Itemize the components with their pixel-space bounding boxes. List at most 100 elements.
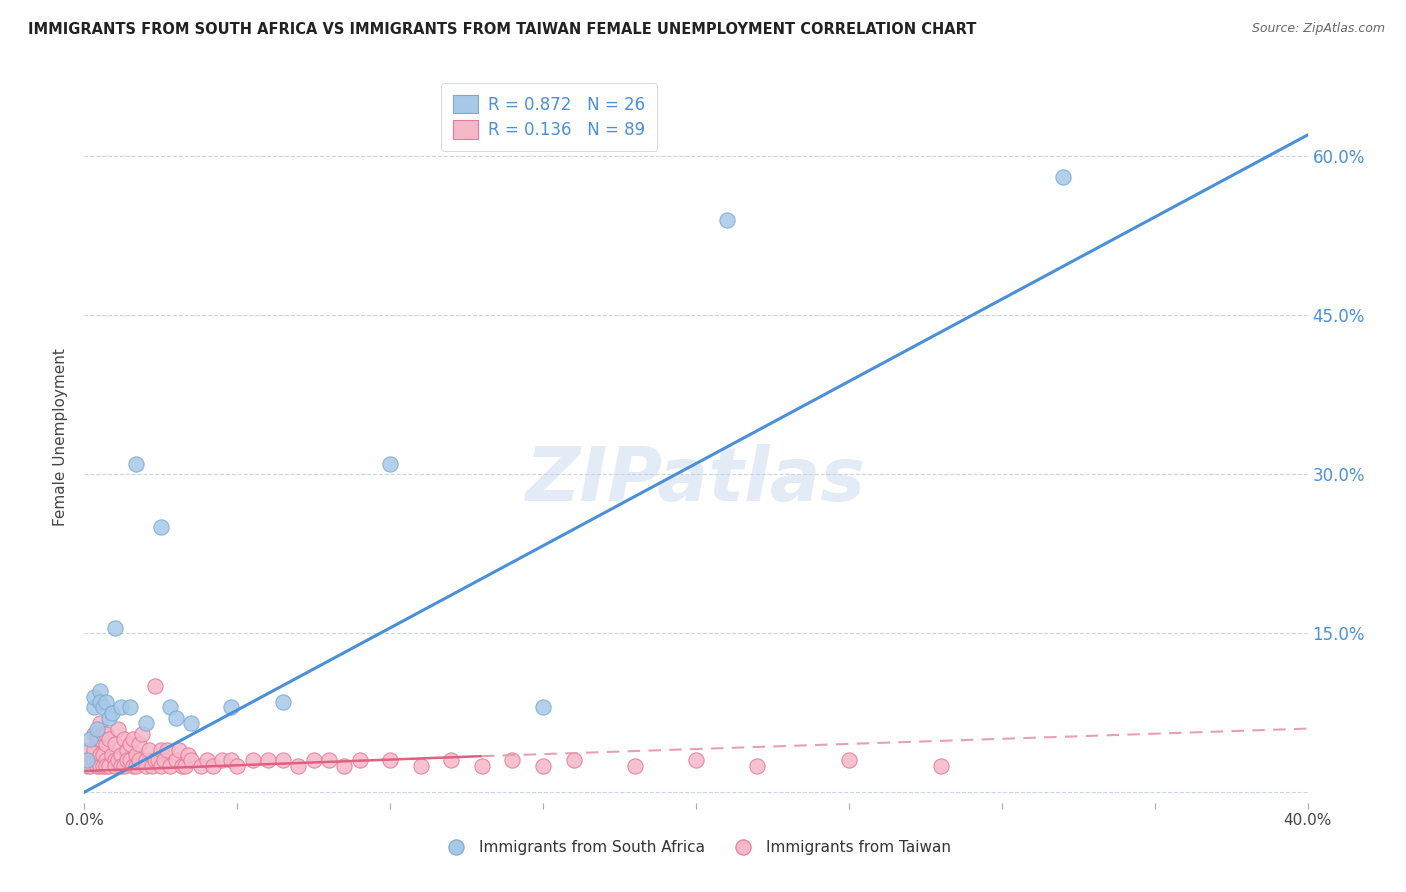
Point <box>128 738 150 752</box>
Point <box>91 748 114 763</box>
Point <box>79 758 101 772</box>
Point <box>89 732 111 747</box>
Point <box>83 727 105 741</box>
Point <box>101 748 124 763</box>
Point <box>89 748 111 763</box>
Point <box>128 753 150 767</box>
Point <box>318 753 340 767</box>
Point <box>135 716 157 731</box>
Point <box>143 679 166 693</box>
Point <box>104 753 127 767</box>
Point <box>201 758 224 772</box>
Point <box>149 743 172 757</box>
Point <box>302 753 325 767</box>
Point <box>94 758 117 772</box>
Point <box>149 520 172 534</box>
Point <box>104 758 127 772</box>
Text: IMMIGRANTS FROM SOUTH AFRICA VS IMMIGRANTS FROM TAIWAN FEMALE UNEMPLOYMENT CORRE: IMMIGRANTS FROM SOUTH AFRICA VS IMMIGRAN… <box>28 22 977 37</box>
Point <box>624 758 647 772</box>
Point <box>195 753 218 767</box>
Point <box>211 753 233 767</box>
Point <box>104 621 127 635</box>
Y-axis label: Female Unemployment: Female Unemployment <box>53 348 69 526</box>
Legend: Immigrants from South Africa, Immigrants from Taiwan: Immigrants from South Africa, Immigrants… <box>434 834 957 861</box>
Point <box>94 738 117 752</box>
Point <box>104 738 127 752</box>
Point <box>135 758 157 772</box>
Point <box>76 753 98 767</box>
Point <box>716 212 738 227</box>
Point <box>97 732 120 747</box>
Point <box>76 753 98 767</box>
Point <box>101 706 124 720</box>
Point <box>149 758 172 772</box>
Point <box>929 758 952 772</box>
Point <box>271 695 294 709</box>
Point <box>159 758 181 772</box>
Point <box>153 753 176 767</box>
Point <box>120 738 142 752</box>
Point <box>1052 170 1074 185</box>
Point <box>440 753 463 767</box>
Point <box>138 743 160 757</box>
Point <box>167 743 190 757</box>
Point <box>333 758 356 772</box>
Point <box>94 695 117 709</box>
Point <box>125 748 148 763</box>
Point <box>190 758 212 772</box>
Point <box>110 748 132 763</box>
Point <box>125 758 148 772</box>
Point <box>110 700 132 714</box>
Point <box>177 748 200 763</box>
Point <box>83 753 105 767</box>
Point <box>131 727 153 741</box>
Point <box>94 727 117 741</box>
Point <box>97 758 120 772</box>
Point <box>685 753 707 767</box>
Point <box>141 758 163 772</box>
Point <box>122 758 145 772</box>
Point <box>115 753 138 767</box>
Point <box>838 753 860 767</box>
Point <box>110 758 132 772</box>
Point <box>471 758 494 772</box>
Point <box>242 753 264 767</box>
Point <box>91 700 114 714</box>
Point <box>89 716 111 731</box>
Point <box>76 758 98 772</box>
Point <box>156 743 179 757</box>
Point <box>409 758 432 772</box>
Point <box>79 732 101 747</box>
Point <box>349 753 371 767</box>
Point <box>107 753 129 767</box>
Point <box>120 700 142 714</box>
Point <box>380 457 402 471</box>
Text: ZIPatlas: ZIPatlas <box>526 444 866 517</box>
Point <box>271 753 294 767</box>
Point <box>86 732 108 747</box>
Point <box>86 758 108 772</box>
Point <box>747 758 769 772</box>
Point <box>174 758 197 772</box>
Point <box>83 700 105 714</box>
Point <box>165 753 187 767</box>
Text: Source: ZipAtlas.com: Source: ZipAtlas.com <box>1251 22 1385 36</box>
Point <box>562 753 585 767</box>
Point <box>112 732 135 747</box>
Point <box>502 753 524 767</box>
Point <box>531 700 554 714</box>
Point <box>91 727 114 741</box>
Point <box>531 758 554 772</box>
Point <box>89 695 111 709</box>
Point <box>226 758 249 772</box>
Point <box>287 758 309 772</box>
Point <box>180 716 202 731</box>
Point <box>143 753 166 767</box>
Point <box>112 758 135 772</box>
Point <box>79 743 101 757</box>
Point <box>86 722 108 736</box>
Point <box>146 753 169 767</box>
Point <box>122 732 145 747</box>
Point <box>83 690 105 704</box>
Point <box>380 753 402 767</box>
